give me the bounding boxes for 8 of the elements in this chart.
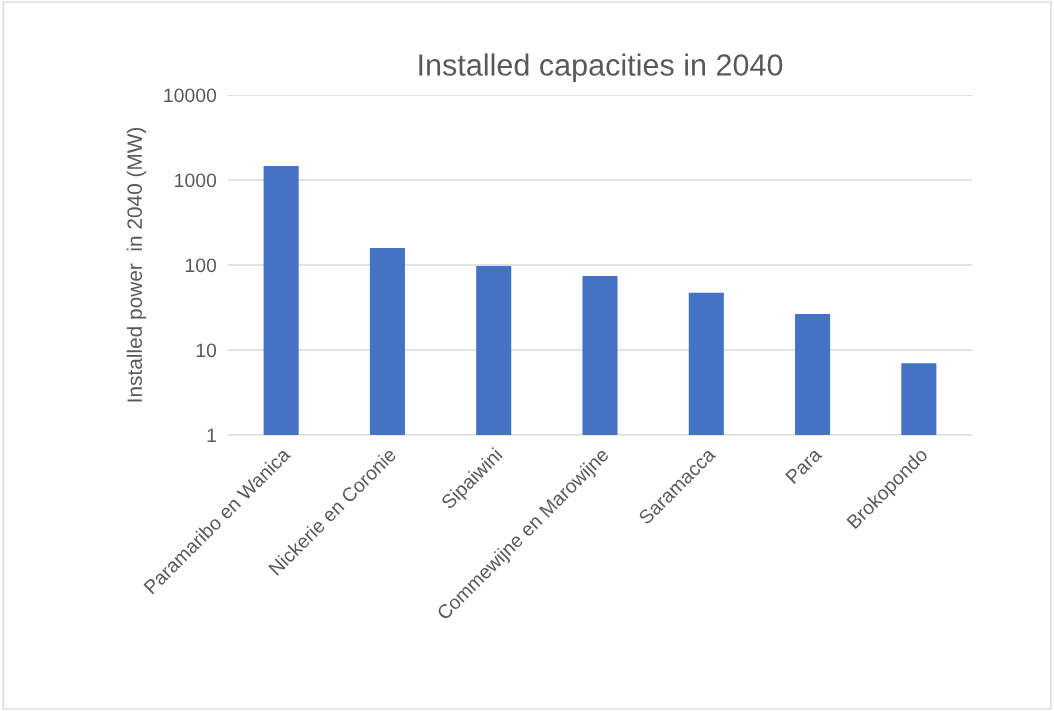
y-tick-label: 10000 [164, 88, 217, 103]
y-tick-label: 1000 [175, 173, 217, 188]
chart-title: Installed capacities in 2040 [419, 53, 783, 82]
y-tick-label: 1 [207, 428, 216, 443]
y-tick-label: 100 [185, 258, 217, 273]
x-tick-label: Para [785, 446, 823, 485]
y-tick-label: 10 [196, 343, 217, 358]
y-axis-title: Installed power in 2040 (MW) [126, 127, 147, 402]
